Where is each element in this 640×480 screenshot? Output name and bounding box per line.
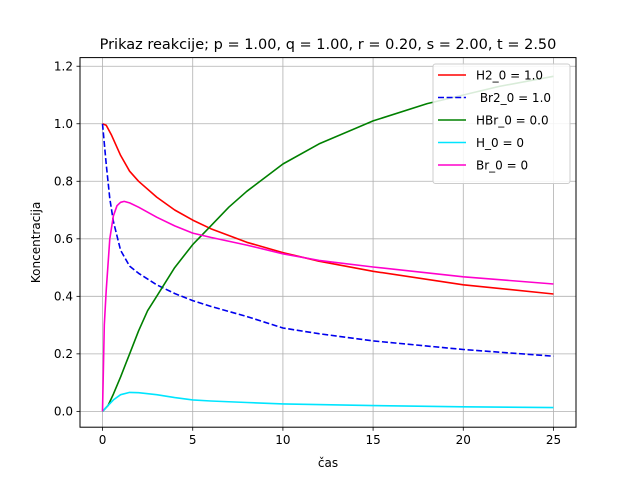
y-tick-label: 0.6 [54, 232, 73, 246]
x-tick-label: 20 [456, 433, 471, 447]
series-line-3 [101, 391, 554, 412]
y-axis-label: Koncentracija [29, 202, 43, 283]
series-line-0 [102, 123, 554, 295]
y-tick-label: 0.4 [54, 290, 73, 304]
axis-ticks: 0 5 10 15 20 25 0.0 0.2 0.4 0.6 0.8 1.0 1.2 [54, 59, 561, 447]
chart-title: Prikaz reakcije; p = 1.00, q = 1.00, r =… [100, 37, 557, 53]
y-tick-label: 0.8 [54, 174, 73, 188]
legend-box [432, 63, 571, 184]
legend-label-4: Br_0 = 0 [476, 158, 528, 172]
legend-label-2: HBr_0 = 0.0 [476, 113, 549, 127]
x-tick-label: 25 [546, 433, 561, 447]
x-tick-label: 15 [365, 433, 380, 447]
plot-frame [79, 57, 577, 428]
y-tick-label: 1.2 [54, 59, 73, 73]
legend-label-3: H_0 = 0 [476, 136, 524, 150]
series-line-4 [101, 200, 554, 412]
x-tick-label: 10 [275, 433, 290, 447]
x-tick-label: 5 [189, 433, 197, 447]
legend-label-0: H2_0 = 1.0 [476, 68, 543, 82]
y-tick-label: 1.0 [54, 117, 73, 131]
y-tick-label: 0.0 [54, 405, 73, 419]
legend: H2_0 = 1.0 Br2_0 = 1.0 HBr_0 = 0.0 H_0 = 0… [432, 63, 571, 184]
series-lines [101, 75, 554, 412]
y-tick-label: 0.2 [54, 347, 73, 361]
legend-label-1: Br2_0 = 1.0 [476, 91, 551, 105]
series-line-1 [101, 123, 554, 357]
x-axis-label: čas [318, 456, 338, 470]
x-tick-label: 0 [99, 433, 107, 447]
